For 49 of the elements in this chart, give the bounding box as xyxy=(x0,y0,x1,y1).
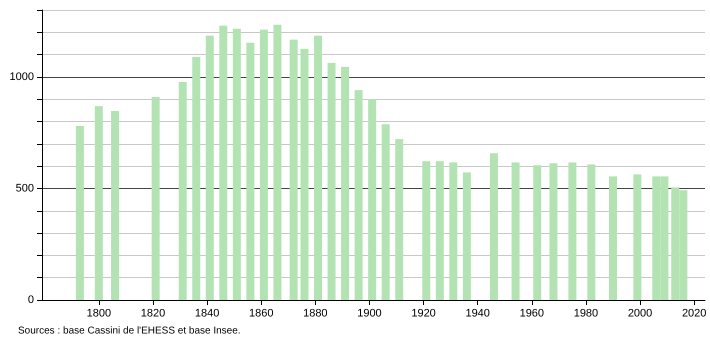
bar xyxy=(314,36,322,300)
x-tick-label: 2020 xyxy=(682,308,706,320)
bar xyxy=(633,174,642,300)
bar xyxy=(290,40,298,300)
bar xyxy=(341,66,350,300)
bar xyxy=(549,163,558,300)
bar xyxy=(368,99,376,300)
x-tick-label: 1960 xyxy=(520,308,544,320)
x-tick-label: 1980 xyxy=(574,308,598,320)
x-tick-label: 1880 xyxy=(303,308,328,320)
bar xyxy=(219,26,228,300)
x-tick-label: 1840 xyxy=(194,308,220,320)
bar xyxy=(76,126,84,300)
bar xyxy=(260,30,268,300)
bar xyxy=(608,176,617,300)
bar xyxy=(462,172,471,300)
bar xyxy=(111,111,120,300)
bar xyxy=(273,24,282,300)
bar xyxy=(206,36,214,300)
bar xyxy=(300,48,308,300)
bar xyxy=(533,165,542,300)
bar xyxy=(192,56,200,300)
bar xyxy=(512,162,520,300)
bar xyxy=(232,28,241,300)
bar xyxy=(587,164,596,300)
bar xyxy=(328,62,336,300)
x-tick-label: 1860 xyxy=(248,308,274,320)
bar xyxy=(436,161,444,300)
bar xyxy=(382,124,390,300)
x-tick-label: 1920 xyxy=(411,308,436,320)
x-tick-label: 1820 xyxy=(140,308,166,320)
x-tick-label: 1800 xyxy=(86,308,112,320)
x-tick-label: 1940 xyxy=(465,308,490,320)
x-tick-label: 2000 xyxy=(628,308,652,320)
bar xyxy=(94,106,103,300)
x-tick-label: 1900 xyxy=(357,308,382,320)
bar xyxy=(449,162,458,300)
bar xyxy=(152,97,160,300)
bar xyxy=(354,90,363,300)
bar xyxy=(422,161,430,300)
bar xyxy=(490,153,498,300)
y-tick-label: 1000 xyxy=(10,70,34,83)
bar xyxy=(178,82,187,300)
bar xyxy=(246,42,254,300)
source-note: Sources : base Cassini de l'EHESS et base Insee. xyxy=(18,326,241,336)
y-tick-label: 0 xyxy=(28,294,34,306)
bar xyxy=(395,139,404,300)
y-tick-label: 500 xyxy=(16,182,34,194)
bar xyxy=(568,162,576,300)
